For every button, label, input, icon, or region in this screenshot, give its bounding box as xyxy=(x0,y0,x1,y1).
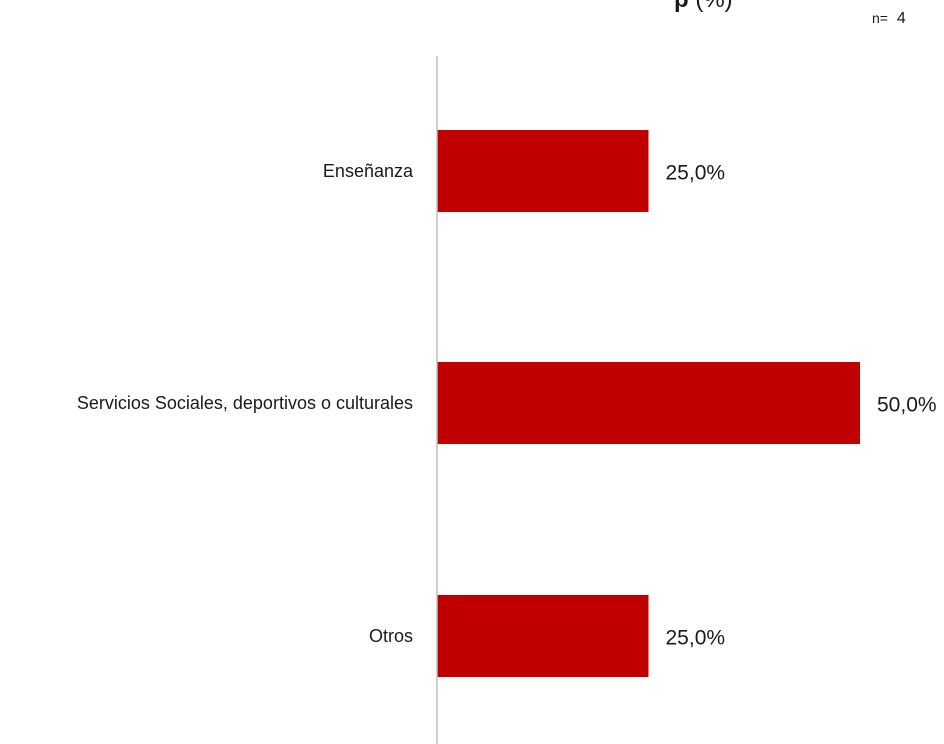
data-label-1: 50,0% xyxy=(877,394,937,417)
chart-title-unit: (%) xyxy=(695,0,732,13)
sample-size-label: n= 4 xyxy=(872,10,906,28)
bar-0 xyxy=(437,130,649,212)
data-label-2: 25,0% xyxy=(666,627,726,650)
bar-2 xyxy=(437,595,649,677)
sample-size-value: 4 xyxy=(896,10,906,27)
category-label-0: Enseñanza xyxy=(323,161,414,181)
bar-1 xyxy=(437,362,860,444)
bars-group xyxy=(437,130,860,677)
data-label-0: 25,0% xyxy=(666,162,726,185)
labels-group: Enseñanza 25,0% Servicios Sociales, deport… xyxy=(77,161,937,650)
category-label-1: Servicios Sociales, deportivos o cultura… xyxy=(77,393,413,413)
chart-title-fragment: p (%) xyxy=(674,0,733,14)
chart-title-bold: p xyxy=(674,0,689,13)
sample-size-prefix: n= xyxy=(872,10,888,26)
category-label-2: Otros xyxy=(369,626,413,646)
